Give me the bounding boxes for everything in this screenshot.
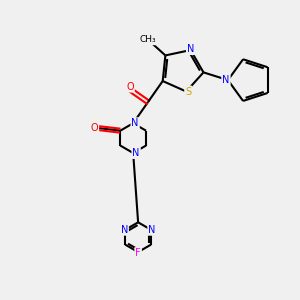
Text: O: O [126, 82, 134, 92]
Text: N: N [187, 44, 194, 54]
Text: N: N [222, 75, 230, 85]
Text: N: N [148, 225, 156, 235]
Text: N: N [132, 148, 140, 158]
Text: N: N [121, 225, 128, 235]
Text: N: N [131, 118, 139, 128]
Text: S: S [185, 86, 191, 97]
Text: CH₃: CH₃ [140, 35, 157, 44]
Text: F: F [135, 248, 141, 258]
Text: O: O [91, 123, 98, 133]
